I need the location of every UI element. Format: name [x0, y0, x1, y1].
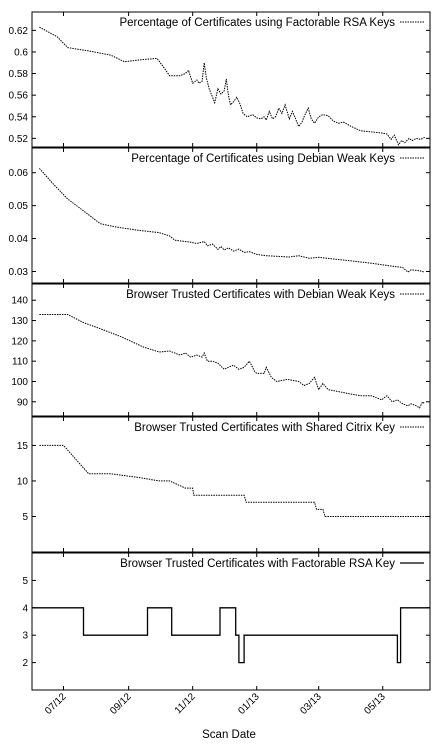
y-tick-label: 0.62	[9, 26, 29, 37]
y-tick-label: 0.05	[9, 201, 29, 212]
x-tick-label: 05/13	[362, 691, 388, 717]
y-tick-label: 15	[17, 441, 29, 452]
y-tick-label: 0.06	[9, 168, 29, 179]
legend-label: Percentage of Certificates using Debian …	[131, 153, 395, 165]
y-tick-label: 0.6	[14, 47, 28, 58]
y-tick-label: 130	[11, 316, 28, 327]
y-tick-label: 2	[22, 658, 28, 669]
y-tick-label: 0.03	[9, 267, 29, 278]
panel-2: 0.03 0.04 0.05 0.06 Percentage of Certificat…	[9, 147, 431, 284]
panel-4: 5 10 15 Browser Trusted Certificates with S…	[17, 416, 431, 553]
y-tick-label: 3	[22, 631, 28, 642]
y-tick-label: 110	[12, 357, 28, 368]
series-line	[32, 607, 430, 664]
x-tick-label: 11/12	[173, 691, 198, 716]
y-tick-label: 0.56	[9, 91, 29, 102]
panel-frame	[31, 552, 431, 691]
series-line	[39, 168, 425, 273]
y-tick-label: 0.52	[9, 134, 29, 145]
x-tick-label: 01/13	[236, 691, 262, 717]
y-tick-label: 10	[17, 476, 29, 487]
y-tick-label: 90	[17, 397, 29, 408]
series-line	[39, 444, 430, 517]
panel-1: 0.52 0.54 0.56 0.58 0.6 0.62 Percentage of Cer…	[9, 11, 431, 148]
legend-label: Browser Trusted Certificates with Debian…	[126, 289, 395, 301]
series-line	[39, 314, 426, 409]
y-tick-label: 5	[22, 512, 28, 523]
panel-frame	[31, 11, 431, 148]
x-tick-label: 09/12	[108, 691, 134, 717]
legend-label: Browser Trusted Certificates with Shared…	[134, 422, 395, 434]
x-tick-label: 03/13	[298, 691, 324, 717]
y-tick-label: 0.04	[9, 234, 29, 245]
panel-frame	[31, 283, 431, 417]
y-tick-label: 120	[11, 336, 28, 347]
y-tick-label: 0.54	[9, 112, 29, 123]
y-tick-label: 5	[22, 576, 28, 587]
y-tick-label: 140	[11, 296, 28, 307]
panel-3: 90 100 110 120 130 140 Browser Trusted Certifi…	[11, 283, 431, 417]
legend-label: Browser Trusted Certificates with Factor…	[120, 558, 395, 570]
series-line	[39, 26, 425, 146]
legend-label: Percentage of Certificates using Factora…	[119, 17, 395, 29]
x-axis-label: Scan Date	[202, 729, 256, 741]
y-tick-label: 0.58	[9, 69, 29, 80]
y-tick-label: 100	[11, 377, 28, 388]
panel-5: 2 3 4 5 Browser Trusted Certificates with Fa…	[22, 552, 431, 691]
x-tick-label: 07/12	[43, 691, 69, 717]
panel-frame	[31, 416, 431, 553]
panel-frame	[31, 147, 431, 284]
y-tick-label: 4	[22, 603, 28, 614]
